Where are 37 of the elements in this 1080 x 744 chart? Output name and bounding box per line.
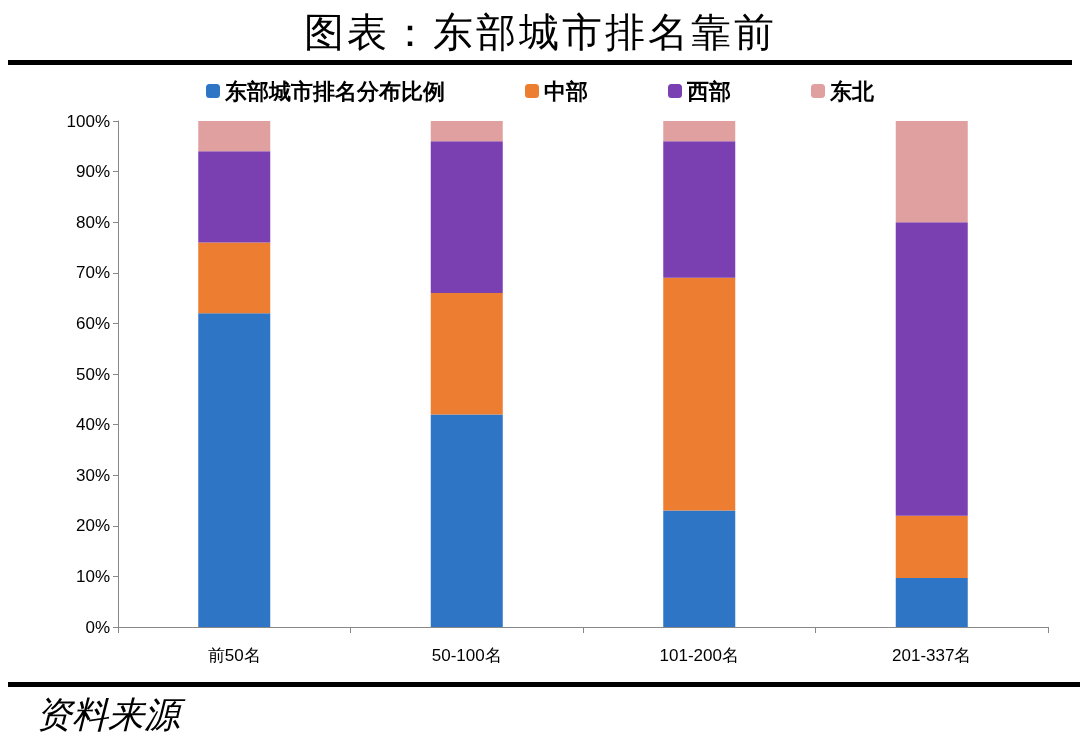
bar <box>663 121 736 142</box>
bar <box>430 293 503 415</box>
bar <box>895 121 968 223</box>
x-tick-label: 前50名 <box>207 646 261 665</box>
bar <box>430 121 503 142</box>
bar <box>663 510 736 627</box>
y-tick-label: 0% <box>85 617 110 637</box>
y-tick-label: 40% <box>75 415 110 435</box>
bar <box>198 121 271 152</box>
bar <box>663 277 736 511</box>
y-tick-label: 20% <box>75 516 110 536</box>
y-tick-label: 90% <box>75 162 110 182</box>
bar <box>895 577 968 627</box>
bar <box>663 141 736 278</box>
y-tick-label: 70% <box>75 263 110 283</box>
bar <box>430 141 503 294</box>
chart-title: 图表：东部城市排名靠前 <box>8 4 1072 65</box>
legend-label: 东部城市排名分布比例 <box>224 78 445 104</box>
y-tick-label: 30% <box>75 465 110 485</box>
bar <box>198 151 271 243</box>
y-tick-label: 60% <box>75 313 110 333</box>
x-tick-label: 101-200名 <box>659 646 739 665</box>
bar <box>198 313 271 627</box>
legend-label: 中部 <box>544 78 588 104</box>
x-tick-label: 50-100名 <box>431 646 502 665</box>
bar <box>895 515 968 578</box>
legend-label: 西部 <box>686 78 731 104</box>
y-tick-label: 80% <box>75 212 110 232</box>
y-tick-label: 50% <box>75 364 110 384</box>
y-tick-label: 100% <box>66 111 110 131</box>
legend-label: 东北 <box>829 78 875 104</box>
bar <box>895 222 968 516</box>
text: 资料来源 <box>8 682 1080 743</box>
y-tick-label: 10% <box>75 566 110 586</box>
bar <box>198 242 271 314</box>
bar <box>430 414 503 627</box>
x-tick-label: 201-337名 <box>892 646 972 665</box>
